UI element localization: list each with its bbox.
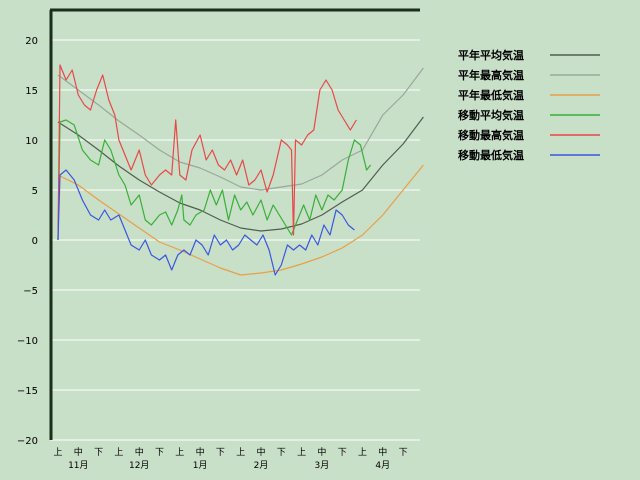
series-line [57, 119, 372, 241]
x-sublabel: 下 [94, 448, 103, 458]
x-axis-ticks: 上中下11月上中下12月上中下1月上中下2月上中下3月上中下4月 [53, 446, 407, 471]
x-sublabel: 下 [399, 448, 408, 458]
y-tick-label: 15 [25, 86, 38, 97]
legend-label: 平年平均気温 [458, 48, 524, 62]
x-sublabel: 中 [135, 446, 144, 458]
x-sublabel: 上 [297, 447, 306, 458]
grid-lines [50, 39, 420, 441]
series-line [57, 164, 424, 276]
y-tick-label: −20 [17, 436, 38, 447]
x-sublabel: 中 [74, 446, 83, 458]
x-sublabel: 上 [114, 447, 123, 458]
month-label: 2月 [254, 460, 269, 471]
x-sublabel: 上 [358, 447, 367, 458]
legend-label: 移動平均気温 [458, 108, 524, 122]
month-label: 12月 [129, 460, 149, 471]
month-label: 4月 [375, 460, 390, 471]
x-sublabel: 上 [175, 447, 184, 458]
series-line [57, 64, 357, 241]
x-sublabel: 下 [338, 448, 347, 458]
legend-label: 平年最低気温 [458, 88, 524, 102]
legend-label: 移動最高気温 [458, 128, 524, 142]
x-sublabel: 下 [155, 448, 164, 458]
x-sublabel: 上 [236, 447, 245, 458]
series-line [57, 67, 424, 191]
legend-label: 平年最高気温 [458, 68, 524, 82]
x-sublabel: 上 [53, 447, 62, 458]
plot-background [50, 10, 420, 440]
legend-label: 移動最低気温 [458, 148, 524, 162]
series-line [57, 169, 355, 276]
y-tick-label: 0 [32, 236, 38, 247]
y-tick-label: 5 [32, 186, 38, 197]
month-label: 1月 [193, 460, 208, 471]
y-tick-label: −5 [23, 286, 38, 297]
month-label: 3月 [315, 460, 330, 471]
y-tick-label: −15 [17, 386, 38, 397]
x-sublabel: 中 [196, 446, 205, 458]
y-tick-label: 20 [25, 36, 38, 47]
x-sublabel: 中 [378, 446, 387, 458]
y-tick-label: 10 [25, 136, 38, 147]
series-lines [57, 64, 424, 276]
x-sublabel: 下 [277, 448, 286, 458]
x-sublabel: 下 [216, 448, 225, 458]
axes [49, 8, 420, 440]
y-axis-ticks: 20 15 10 5 0 −5 −10 −15 −20 [17, 36, 38, 447]
x-sublabel: 中 [317, 446, 326, 458]
month-label: 11月 [68, 460, 88, 471]
y-tick-label: −10 [17, 336, 38, 347]
x-sublabel: 中 [256, 446, 265, 458]
series-line [57, 116, 424, 232]
